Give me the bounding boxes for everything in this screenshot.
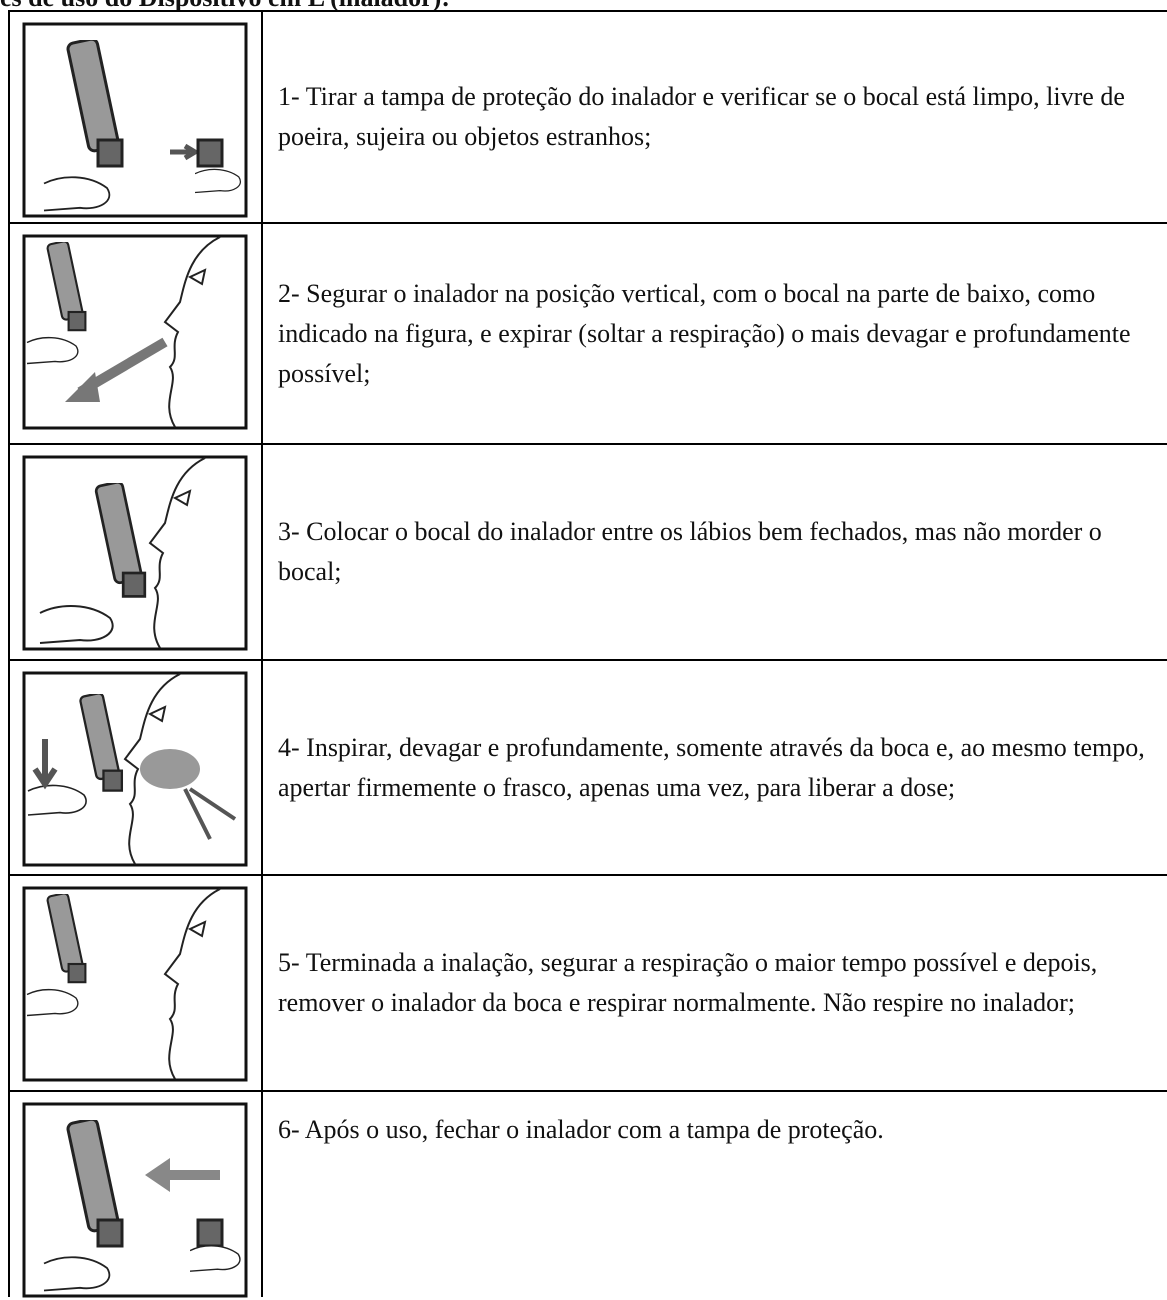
step-text: 6- Após o uso, fechar o inalador com a t… xyxy=(278,1115,884,1144)
step-row: 1- Tirar a tampa de proteção do inalador… xyxy=(10,12,1167,222)
header-title: es de uso do Dispositivo em L (inalador)… xyxy=(0,0,450,13)
row-divider xyxy=(8,874,1167,876)
step-row: 3- Colocar o bocal do inalador entre os … xyxy=(10,445,1167,659)
illustration xyxy=(22,22,248,218)
step-text: 3- Colocar o bocal do inalador entre os … xyxy=(278,517,1102,586)
row-divider xyxy=(8,1090,1167,1092)
illustration xyxy=(22,671,248,867)
illustration xyxy=(22,234,248,430)
row-divider xyxy=(8,222,1167,224)
step-text: 4- Inspirar, devagar e profundamente, so… xyxy=(278,732,1145,802)
step-row: 6- Após o uso, fechar o inalador com a t… xyxy=(10,1092,1167,1298)
illustration xyxy=(22,1102,248,1298)
step-text: 5- Terminada a inalação, segurar a respi… xyxy=(278,948,1098,1017)
illustration xyxy=(22,455,248,651)
table-border xyxy=(8,10,10,1297)
row-divider xyxy=(8,443,1167,445)
table-border xyxy=(8,10,1167,12)
step-text: 2- Segurar o inalador na posição vertica… xyxy=(278,278,1131,388)
step-row: 4- Inspirar, devagar e profundamente, so… xyxy=(10,661,1167,874)
step-text: 1- Tirar a tampa de proteção do inalador… xyxy=(278,82,1125,151)
column-divider xyxy=(261,10,263,1297)
illustration xyxy=(22,886,248,1082)
step-row: 5- Terminada a inalação, segurar a respi… xyxy=(10,876,1167,1090)
row-divider xyxy=(8,659,1167,661)
step-row: 2- Segurar o inalador na posição vertica… xyxy=(10,224,1167,443)
